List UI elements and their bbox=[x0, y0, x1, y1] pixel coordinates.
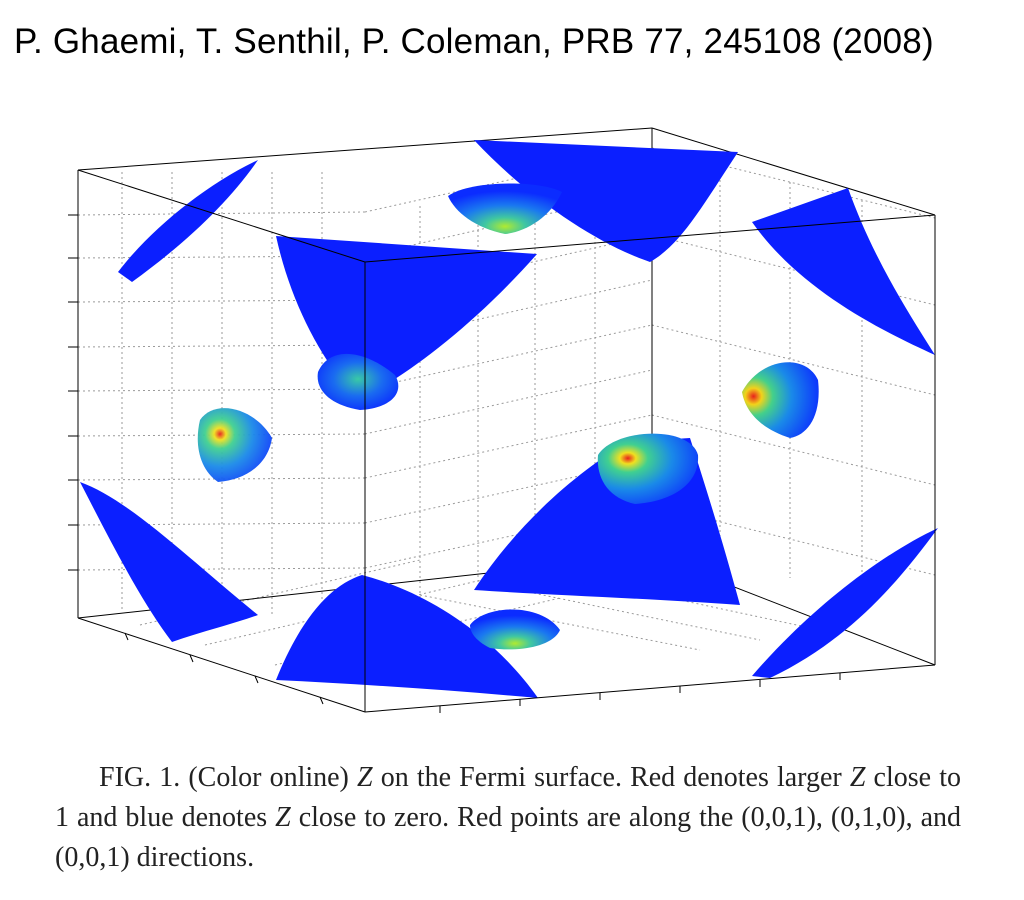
caption-label: FIG. 1. bbox=[99, 762, 181, 793]
fermi-surface-figure bbox=[68, 127, 938, 713]
axis-ticks bbox=[68, 214, 841, 713]
citation-header: P. Ghaemi, T. Senthil, P. Coleman, PRB 7… bbox=[14, 22, 934, 61]
sheet-front-upper bbox=[276, 236, 537, 400]
sheet-bottom-right bbox=[752, 528, 938, 678]
caption-symbol-z: Z bbox=[357, 762, 373, 793]
pocket-right-red bbox=[742, 362, 819, 438]
sheet-top-right bbox=[752, 188, 935, 355]
pocket-left bbox=[197, 408, 272, 482]
pocket-bottom bbox=[470, 609, 560, 650]
caption-text-3: close to 1 and blue denotes bbox=[55, 762, 961, 833]
caption-text-4: close to zero. Red points are along the … bbox=[55, 802, 961, 873]
box-front-edges bbox=[77, 169, 936, 713]
sheet-top-left-corner bbox=[118, 160, 258, 282]
sheet-top-center bbox=[474, 140, 738, 262]
fermi-pockets bbox=[197, 183, 819, 650]
caption-symbol-z: Z bbox=[849, 762, 866, 793]
caption-symbol-z: Z bbox=[275, 802, 291, 833]
pocket-top bbox=[448, 183, 562, 234]
sheet-left-lower bbox=[80, 482, 258, 642]
sheet-bottom-center bbox=[276, 575, 538, 698]
caption-text-1: (Color online) bbox=[180, 762, 357, 793]
pocket-center-red bbox=[597, 433, 699, 504]
figure-caption: FIG. 1. (Color online) Z on the Fermi su… bbox=[55, 758, 961, 878]
pocket-behind-front-sheet bbox=[317, 353, 399, 410]
caption-text-2: on the Fermi surface. Red denotes larger bbox=[372, 762, 850, 793]
